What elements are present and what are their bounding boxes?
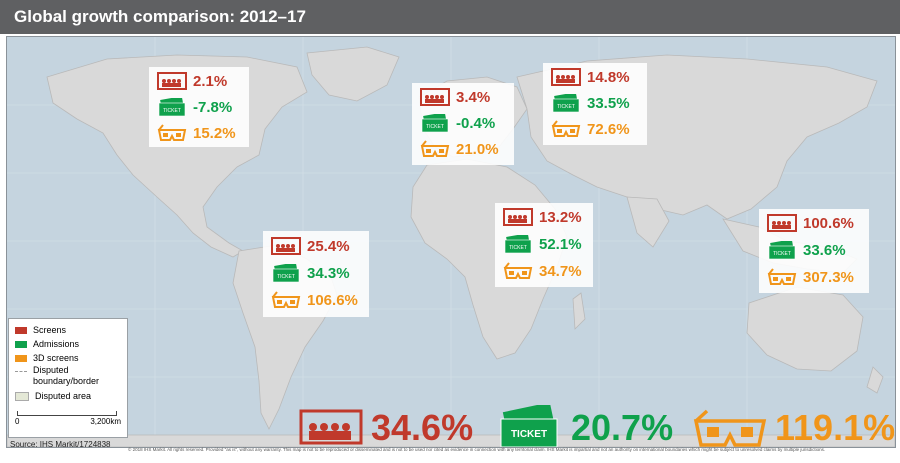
3d-glasses-icon: [157, 124, 187, 141]
3d-glasses-icon: [420, 140, 450, 157]
region-box-asia-pacific: 100.6% TICKET 33.6% 307.3%: [759, 209, 869, 293]
region-box-latin-america: 25.4% TICKET 34.3% 106.6%: [263, 231, 369, 317]
ticket-icon-label: TICKET: [163, 108, 181, 114]
region-3d-value: 15.2%: [193, 124, 236, 142]
ticket-icon-label: TICKET: [509, 245, 527, 251]
legend-swatch-admissions: [15, 340, 27, 348]
region-admissions-value: -7.8%: [193, 98, 233, 116]
legend-admissions: Admissions: [33, 339, 80, 349]
antarctica: [7, 434, 895, 447]
legend-swatch-3d: [15, 354, 27, 362]
header-bar: Global growth comparison: 2012–17: [0, 0, 900, 34]
copyright-text: © 2018 IHS Markit. All rights reserved. …: [128, 447, 826, 452]
cinema-screen-icon: [551, 68, 581, 86]
page-title: Global growth comparison: 2012–17: [14, 7, 306, 26]
world-map[interactable]: 2.1% TICKET -7.8% 15.2% 3.4% TICKET -0.4% …: [6, 36, 896, 448]
global-3d-value: 119.1%: [775, 407, 896, 448]
3d-glasses-icon-large: [693, 409, 767, 447]
cinema-screen-icon-large: [299, 409, 363, 445]
global-screens-value: 34.6%: [371, 407, 474, 448]
ticket-icon-label: TICKET: [773, 251, 791, 257]
region-3d-value: 34.7%: [539, 262, 582, 280]
region-screens-value: 100.6%: [803, 214, 854, 232]
ticket-icon-label: TICKET: [511, 429, 547, 440]
region-screens-value: 13.2%: [539, 208, 582, 226]
region-admissions-value: 34.3%: [307, 264, 350, 282]
region-3d-value: 307.3%: [803, 268, 854, 286]
region-box-africa: 13.2% TICKET 52.1% 34.7%: [495, 203, 593, 287]
legend-screens: Screens: [33, 325, 67, 335]
ticket-icon: TICKET: [272, 264, 300, 282]
region-screens-value: 2.1%: [193, 72, 228, 90]
ticket-icon: TICKET: [158, 98, 186, 116]
ticket-icon: TICKET: [421, 114, 449, 132]
map-legend: Screens Admissions 3D screens Disputed b…: [8, 318, 128, 438]
india: [626, 196, 670, 248]
legend-disputed-area: Disputed area: [35, 391, 92, 401]
global-admissions-value: 20.7%: [571, 407, 674, 448]
cinema-screen-icon: [503, 208, 533, 226]
region-3d-value: 72.6%: [587, 120, 630, 138]
source-text: Source: IHS Markit/1724838: [10, 440, 111, 449]
region-box-russia: 14.8% TICKET 33.5% 72.6%: [543, 63, 647, 145]
region-screens-value: 14.8%: [587, 68, 630, 86]
legend-swatch-screens: [15, 326, 27, 334]
cinema-screen-icon: [157, 72, 187, 90]
region-3d-value: 21.0%: [456, 140, 499, 158]
cinema-screen-icon: [767, 214, 797, 232]
greenland: [306, 46, 400, 102]
region-admissions-value: 52.1%: [539, 235, 582, 253]
3d-glasses-icon: [271, 291, 301, 308]
ticket-icon-label: TICKET: [277, 274, 295, 280]
scale-bar: 0 3,200km: [15, 411, 121, 426]
legend-3d-screens: 3D screens: [33, 353, 79, 363]
ticket-icon: TICKET: [552, 94, 580, 112]
ticket-icon-label: TICKET: [557, 104, 575, 110]
legend-disputed-border: Disputed boundary/border: [33, 365, 100, 386]
legend-swatch-disputed-area: [15, 391, 29, 401]
3d-glasses-icon: [767, 268, 797, 285]
cinema-screen-icon: [271, 237, 301, 255]
legend-swatch-disputed-border: [15, 371, 27, 372]
region-3d-value: 106.6%: [307, 291, 358, 309]
ticket-icon-large: TICKET: [500, 405, 558, 447]
cinema-screen-icon: [420, 88, 450, 106]
scale-min: 0: [15, 417, 20, 426]
region-box-north-america: 2.1% TICKET -7.8% 15.2%: [149, 67, 249, 147]
ticket-icon-label: TICKET: [426, 124, 444, 130]
3d-glasses-icon: [551, 120, 581, 137]
new-zealand: [866, 366, 884, 394]
australia: [746, 286, 864, 372]
region-admissions-value: -0.4%: [456, 114, 496, 132]
region-screens-value: 3.4%: [456, 88, 491, 106]
region-screens-value: 25.4%: [307, 237, 350, 255]
scale-max: 3,200km: [90, 417, 121, 426]
madagascar: [572, 292, 586, 330]
3d-glasses-icon: [503, 262, 533, 279]
global-totals: 34.6% TICKET 20.7% 119.1%: [299, 405, 896, 448]
region-box-europe: 3.4% TICKET -0.4% 21.0%: [412, 83, 514, 165]
ticket-icon: TICKET: [504, 235, 532, 253]
ticket-icon: TICKET: [768, 241, 796, 259]
region-admissions-value: 33.6%: [803, 241, 846, 259]
region-admissions-value: 33.5%: [587, 94, 630, 112]
